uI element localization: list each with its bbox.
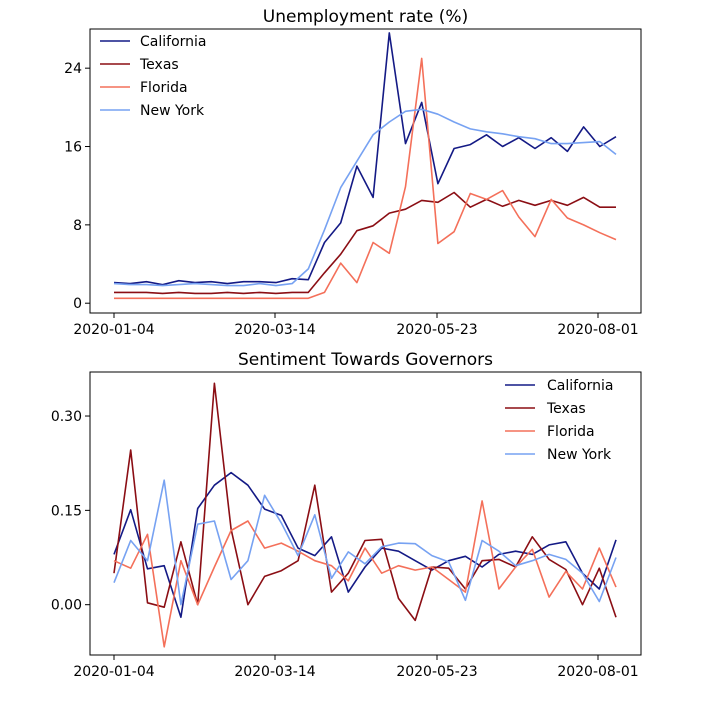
legend-label: Texas (546, 401, 586, 417)
chart-title: Sentiment Towards Governors (238, 350, 493, 370)
x-tick-label: 2020-01-04 (73, 664, 154, 680)
y-tick-label: 16 (64, 140, 82, 156)
legend-label: Florida (140, 80, 188, 96)
legend-label: California (547, 378, 613, 394)
x-tick-label: 2020-08-01 (557, 322, 638, 338)
x-tick-label: 2020-08-01 (557, 664, 638, 680)
legend-label: Florida (547, 424, 595, 440)
y-tick-label: 0 (73, 296, 82, 312)
series-line-texas (114, 191, 616, 295)
series-lines (113, 32, 617, 300)
legend: California Texas Florida New York (505, 378, 613, 463)
x-tick-label: 2020-03-14 (234, 322, 315, 338)
x-axis: 2020-01-04 2020-03-14 2020-05-23 2020-08-01 (73, 655, 639, 680)
y-tick-label: 0.30 (51, 409, 82, 425)
x-tick-label: 2020-03-14 (234, 664, 315, 680)
y-tick-label: 8 (73, 218, 82, 234)
series-line-new-york (113, 479, 617, 606)
y-tick-label: 0.15 (51, 503, 82, 519)
series-line-california (113, 471, 617, 619)
plot-frame (89, 28, 642, 314)
x-axis: 2020-01-04 2020-03-14 2020-05-23 2020-08-01 (73, 313, 639, 338)
sentiment-chart: Sentiment Towards Governors 0.00 0.15 0.30… (51, 350, 642, 680)
y-tick-label: 24 (64, 61, 82, 77)
y-axis: 0 8 16 24 (64, 61, 90, 312)
series-line-new-york (113, 108, 617, 287)
legend-label: New York (547, 447, 612, 463)
legend-label: New York (140, 103, 205, 119)
legend: California Texas Florida New York (100, 34, 206, 119)
plot-frame (89, 371, 642, 656)
x-tick-label: 2020-05-23 (396, 664, 477, 680)
y-tick-label: 0.00 (51, 598, 82, 614)
x-tick-label: 2020-05-23 (396, 322, 477, 338)
series-lines (113, 382, 617, 648)
x-tick-label: 2020-01-04 (73, 322, 154, 338)
y-axis: 0.00 0.15 0.30 (51, 409, 90, 614)
series-line-florida (113, 500, 617, 648)
legend-label: Texas (139, 57, 179, 73)
legend-label: California (140, 34, 206, 50)
chart-title: Unemployment rate (%) (263, 7, 468, 27)
series-line-florida (114, 57, 617, 300)
series-line-california (113, 32, 617, 286)
